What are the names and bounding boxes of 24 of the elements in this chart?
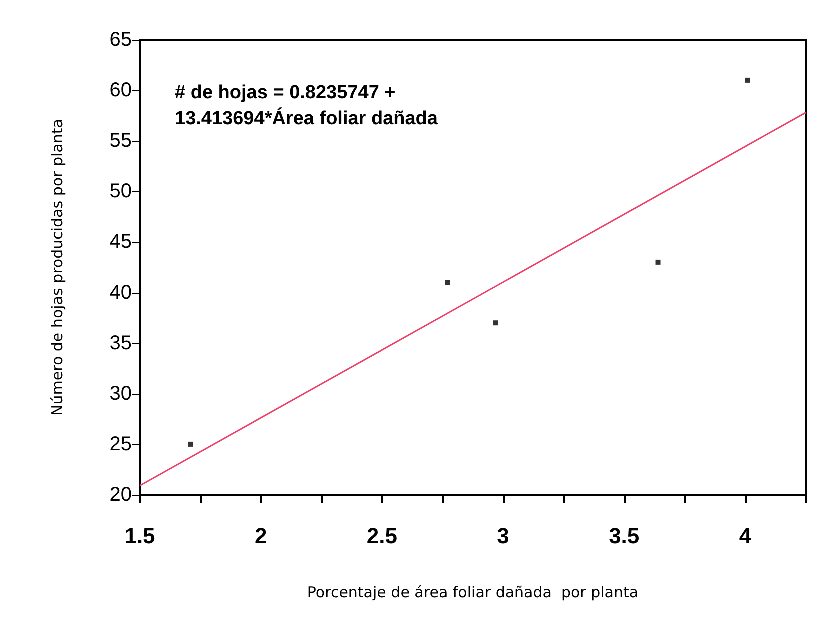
y-tick-label: 40 <box>110 282 132 304</box>
y-axis-title: Número de hojas producidas por planta <box>48 119 66 416</box>
x-tick-label: 2.5 <box>366 524 398 548</box>
point <box>656 260 661 265</box>
x-tick-label: 1.5 <box>124 524 156 548</box>
annotation: # de hojas = 0.8235747 + 13.413694*Área foliar dañada <box>175 82 438 130</box>
y-tick-label: 30 <box>110 382 132 405</box>
point <box>445 280 450 286</box>
y-tick-label: 65 <box>110 29 132 51</box>
y-tick-label: 50 <box>110 180 132 203</box>
point <box>494 320 499 326</box>
y-tick-label: 55 <box>110 130 132 152</box>
point <box>188 442 194 447</box>
y-tick-label: 35 <box>110 332 132 354</box>
x-tick-label: 3.5 <box>609 524 640 548</box>
y-tick-label: 60 <box>110 80 132 102</box>
y-tick-label: 20 <box>110 484 132 506</box>
y-tick-label: 25 <box>110 433 132 456</box>
x-tick-label: 3 <box>497 524 510 548</box>
x-tick-label: 4 <box>739 524 752 548</box>
x-axis-title: Porcentaje de área foliar dañada por planta <box>307 584 639 602</box>
x-tick-label: 2 <box>254 524 268 548</box>
y-tick-label: 45 <box>110 231 132 254</box>
point <box>745 78 750 83</box>
